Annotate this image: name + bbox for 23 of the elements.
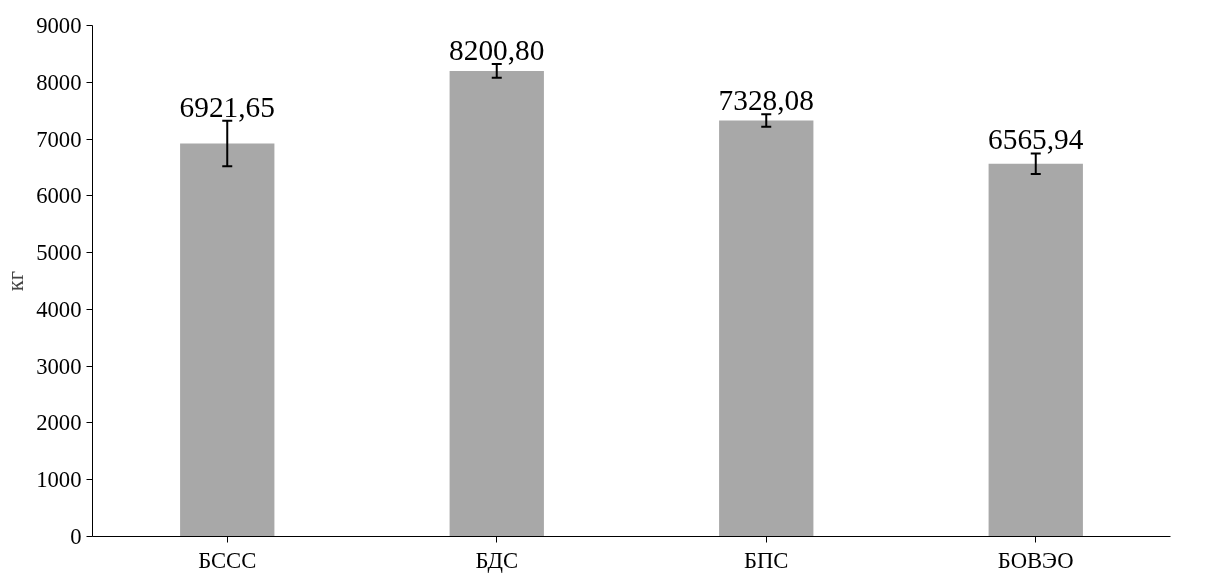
data-label: 7328,08 — [718, 84, 814, 117]
y-tick-label: 0 — [70, 524, 82, 549]
data-label: 8200,80 — [449, 34, 545, 67]
y-axis-title: кг — [3, 270, 29, 292]
x-tick-label: БОВЭО — [997, 547, 1074, 573]
bar — [719, 120, 814, 537]
y-tick-label: 1000 — [36, 467, 82, 493]
y-tick-label: 9000 — [36, 13, 82, 38]
data-label: 6921,65 — [179, 90, 275, 123]
y-tick-label: 5000 — [36, 240, 82, 266]
x-tick-label: БПС — [744, 547, 789, 573]
bar — [449, 70, 544, 537]
y-tick-label: 6000 — [36, 183, 82, 209]
bar — [988, 163, 1083, 537]
y-tick-label: 8000 — [36, 69, 82, 95]
y-tick-label: 3000 — [36, 353, 82, 379]
x-tick-label: БССС — [198, 547, 257, 573]
y-tick-label: 4000 — [36, 296, 82, 322]
y-tick-label: 7000 — [36, 126, 82, 152]
y-tick-label: 2000 — [36, 410, 82, 436]
bar — [180, 143, 275, 537]
x-tick-label: БДС — [475, 547, 519, 573]
data-label: 6565,94 — [988, 123, 1084, 156]
